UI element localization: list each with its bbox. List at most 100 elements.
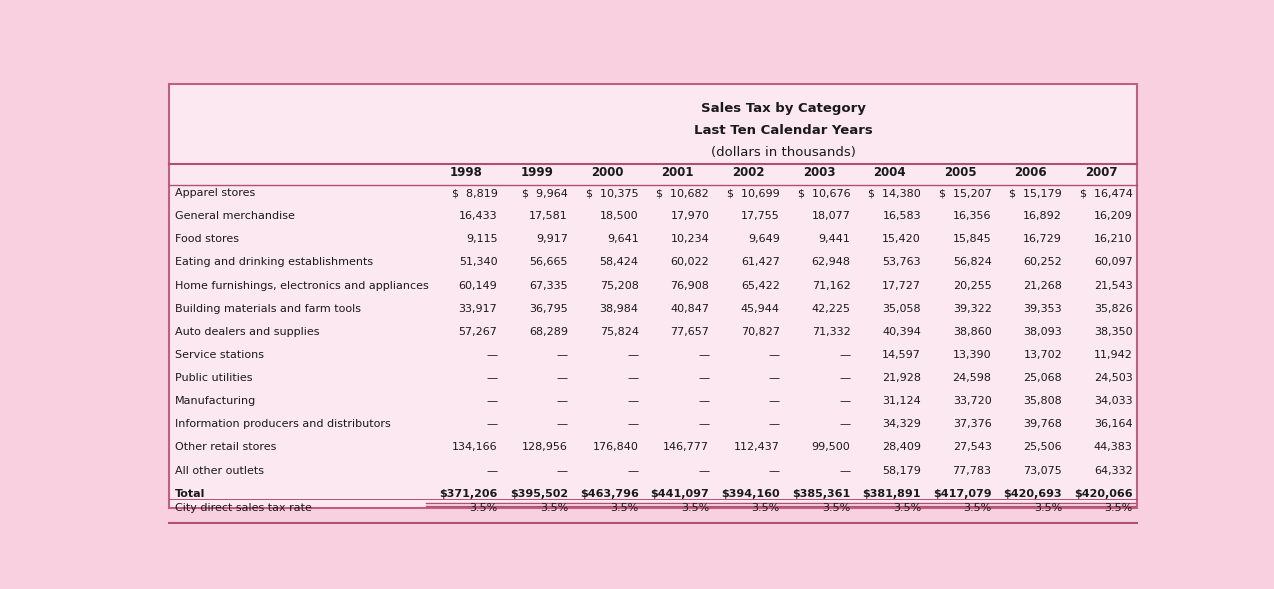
- Text: 77,657: 77,657: [670, 327, 710, 337]
- Text: 25,506: 25,506: [1023, 442, 1063, 452]
- Text: 53,763: 53,763: [883, 257, 921, 267]
- Text: —: —: [698, 466, 710, 476]
- Text: $381,891: $381,891: [862, 489, 921, 499]
- Text: —: —: [487, 466, 497, 476]
- Text: 13,390: 13,390: [953, 350, 991, 360]
- Text: 9,649: 9,649: [748, 234, 780, 244]
- Text: 3.5%: 3.5%: [469, 503, 497, 513]
- Text: —: —: [487, 350, 497, 360]
- Text: 36,164: 36,164: [1094, 419, 1133, 429]
- Text: All other outlets: All other outlets: [175, 466, 264, 476]
- Text: 38,093: 38,093: [1023, 327, 1063, 337]
- Text: 10,234: 10,234: [670, 234, 710, 244]
- Text: $  10,699: $ 10,699: [727, 188, 780, 198]
- Text: 34,033: 34,033: [1094, 396, 1133, 406]
- Text: 33,720: 33,720: [953, 396, 991, 406]
- Text: 38,984: 38,984: [600, 304, 638, 314]
- Text: 58,424: 58,424: [600, 257, 638, 267]
- Text: 3.5%: 3.5%: [752, 503, 780, 513]
- Text: 15,420: 15,420: [882, 234, 921, 244]
- Text: —: —: [698, 396, 710, 406]
- Text: 15,845: 15,845: [953, 234, 991, 244]
- Text: Sales Tax by Category: Sales Tax by Category: [701, 101, 866, 114]
- Text: Information producers and distributors: Information producers and distributors: [175, 419, 391, 429]
- Text: 60,097: 60,097: [1094, 257, 1133, 267]
- Text: —: —: [487, 419, 497, 429]
- Text: 57,267: 57,267: [459, 327, 497, 337]
- Text: 2005: 2005: [944, 166, 977, 180]
- Text: —: —: [557, 396, 568, 406]
- Text: 56,824: 56,824: [953, 257, 991, 267]
- Text: Apparel stores: Apparel stores: [175, 188, 255, 198]
- Text: Eating and drinking establishments: Eating and drinking establishments: [175, 257, 373, 267]
- Text: 134,166: 134,166: [452, 442, 497, 452]
- Text: —: —: [840, 419, 851, 429]
- Text: $417,079: $417,079: [933, 489, 991, 499]
- Text: 3.5%: 3.5%: [963, 503, 991, 513]
- Text: —: —: [840, 350, 851, 360]
- Text: 73,075: 73,075: [1023, 466, 1063, 476]
- Text: 2002: 2002: [733, 166, 764, 180]
- Text: 24,598: 24,598: [953, 373, 991, 383]
- Text: 3.5%: 3.5%: [1034, 503, 1063, 513]
- FancyBboxPatch shape: [169, 84, 1136, 508]
- Text: —: —: [698, 419, 710, 429]
- Text: 33,917: 33,917: [459, 304, 497, 314]
- Text: 71,162: 71,162: [812, 280, 851, 290]
- Text: $385,361: $385,361: [792, 489, 851, 499]
- Text: 2004: 2004: [874, 166, 906, 180]
- Text: Other retail stores: Other retail stores: [175, 442, 276, 452]
- Text: $463,796: $463,796: [580, 489, 638, 499]
- Text: 70,827: 70,827: [740, 327, 780, 337]
- Text: 9,641: 9,641: [606, 234, 638, 244]
- Text: 21,268: 21,268: [1023, 280, 1063, 290]
- Text: 71,332: 71,332: [812, 327, 851, 337]
- Text: $  8,819: $ 8,819: [451, 188, 497, 198]
- Text: 75,208: 75,208: [600, 280, 638, 290]
- Text: 36,795: 36,795: [529, 304, 568, 314]
- Text: —: —: [628, 373, 638, 383]
- Text: 9,115: 9,115: [466, 234, 497, 244]
- Text: 16,210: 16,210: [1094, 234, 1133, 244]
- Text: —: —: [557, 466, 568, 476]
- Text: Total: Total: [175, 489, 205, 499]
- Text: 34,329: 34,329: [882, 419, 921, 429]
- Text: 67,335: 67,335: [530, 280, 568, 290]
- Text: 60,149: 60,149: [459, 280, 497, 290]
- Text: 2000: 2000: [591, 166, 623, 180]
- Text: 39,768: 39,768: [1023, 419, 1063, 429]
- Text: Food stores: Food stores: [175, 234, 240, 244]
- Text: —: —: [698, 373, 710, 383]
- Text: 14,597: 14,597: [882, 350, 921, 360]
- Text: 16,433: 16,433: [459, 211, 497, 221]
- Text: —: —: [840, 373, 851, 383]
- Text: 13,702: 13,702: [1023, 350, 1063, 360]
- Text: 18,500: 18,500: [600, 211, 638, 221]
- Text: 77,783: 77,783: [953, 466, 991, 476]
- Text: $  10,682: $ 10,682: [656, 188, 710, 198]
- Text: 68,289: 68,289: [529, 327, 568, 337]
- Text: 40,847: 40,847: [670, 304, 710, 314]
- Text: —: —: [768, 396, 780, 406]
- Text: Auto dealers and supplies: Auto dealers and supplies: [175, 327, 320, 337]
- Text: 16,356: 16,356: [953, 211, 991, 221]
- Text: —: —: [768, 373, 780, 383]
- Text: —: —: [698, 350, 710, 360]
- Text: Manufacturing: Manufacturing: [175, 396, 256, 406]
- Text: 75,824: 75,824: [600, 327, 638, 337]
- Text: —: —: [768, 419, 780, 429]
- Text: —: —: [487, 396, 497, 406]
- Text: —: —: [628, 350, 638, 360]
- Text: 21,928: 21,928: [882, 373, 921, 383]
- Text: —: —: [840, 466, 851, 476]
- Text: 16,209: 16,209: [1094, 211, 1133, 221]
- Text: 40,394: 40,394: [882, 327, 921, 337]
- Text: 128,956: 128,956: [522, 442, 568, 452]
- Text: 35,058: 35,058: [883, 304, 921, 314]
- Text: 44,383: 44,383: [1094, 442, 1133, 452]
- Text: 51,340: 51,340: [459, 257, 497, 267]
- Text: —: —: [557, 350, 568, 360]
- Text: 38,350: 38,350: [1094, 327, 1133, 337]
- Text: 2006: 2006: [1014, 166, 1047, 180]
- Text: 25,068: 25,068: [1023, 373, 1063, 383]
